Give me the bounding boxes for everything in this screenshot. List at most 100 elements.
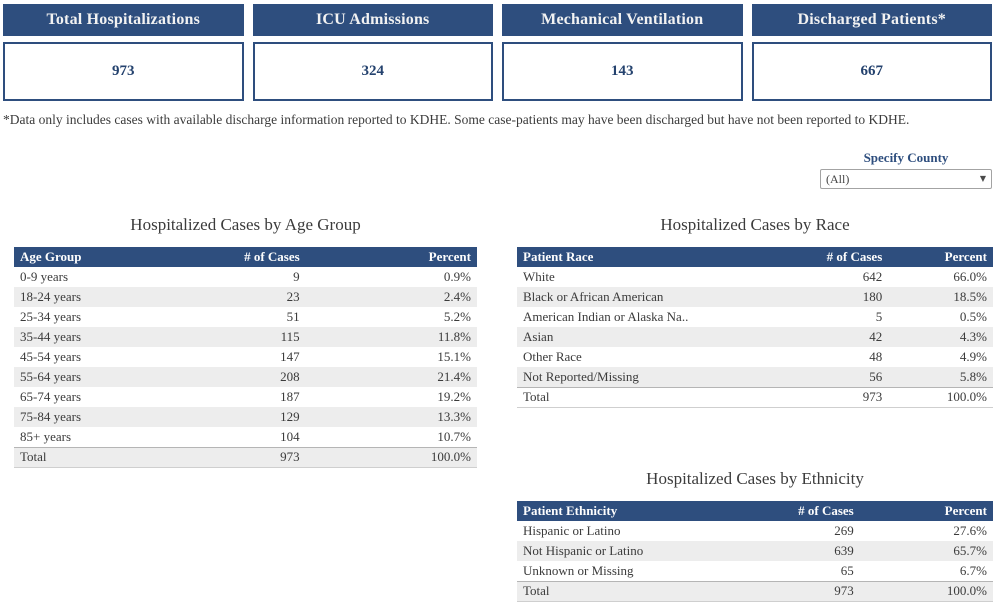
cell-cases: 5 [875,309,883,324]
table-row[interactable]: 35-44 years 115 11.8% [14,327,477,347]
table-row[interactable]: 25-34 years 51 5.2% [14,307,477,327]
cell-category: 18-24 years [14,287,227,307]
table-row[interactable]: 0-9 years 9 0.9% [14,267,477,287]
card-title: Discharged Patients* [751,4,992,36]
table-row[interactable]: Black or African American 180 18.5% [517,287,993,307]
table-row[interactable]: Not Reported/Missing 56 5.8% [517,367,993,387]
table-total-row[interactable]: Total 973 100.0% [517,387,993,407]
card-discharged-patients: Discharged Patients* 667 [751,4,992,101]
county-filter-label: Specify County [863,150,949,165]
cell-percent: 100.0% [859,581,993,601]
card-value: 973 [3,42,244,101]
table-row[interactable]: 85+ years 104 10.7% [14,427,477,447]
table-row[interactable]: 18-24 years 23 2.4% [14,287,477,307]
race-table-title: Hospitalized Cases by Race [660,215,850,234]
discharge-footnote: *Data only includes cases with available… [3,112,910,127]
table-total-row[interactable]: Total 973 100.0% [14,447,477,467]
cell-percent: 5.2% [443,309,471,324]
cell-percent: 15.1% [437,349,471,364]
card-mechanical-ventilation: Mechanical Ventilation 143 [502,4,743,101]
cell-cases: 973 [226,447,306,467]
cell-category: Unknown or Missing [523,562,634,578]
cell-category: 65-74 years [20,389,82,404]
table-row[interactable]: 65-74 years 187 19.2% [14,387,477,407]
age-group-table: Age Group # of Cases Percent 0-9 years 9 0.9… [14,247,477,468]
cell-cases: 9 [293,269,300,284]
column-header-cases: # of Cases [755,247,889,267]
cell-percent: 100.0% [946,389,987,404]
table-row[interactable]: Asian 42 4.3% [517,327,993,347]
cell-percent: 0.5% [959,309,987,324]
card-value: 143 [502,42,743,101]
table-total-row[interactable]: Total 973 100.0% [517,581,993,601]
table-row[interactable]: Not Hispanic or Latino 639 65.7% [517,541,993,561]
cell-percent: 11.8% [305,327,477,347]
cell-category: Black or African American [517,287,755,307]
county-select-wrap: (All) ▼ [820,169,992,189]
column-header-category: Age Group [14,247,227,267]
cell-percent: 6.7% [959,562,987,578]
column-header-percent: Percent [305,247,477,267]
race-table: Patient Race # of Cases Percent White 642 66… [517,247,993,408]
cell-cases: 269 [834,523,854,538]
cell-category: Other Race [523,349,582,364]
cell-category: Not Reported/Missing [517,367,755,387]
column-header-percent: Percent [888,247,993,267]
cell-percent: 2.4% [305,287,477,307]
cell-category: 0-9 years [20,269,69,284]
card-value: 324 [252,42,493,101]
county-filter: Specify County (All) ▼ [820,150,992,189]
cell-cases: 147 [280,349,300,364]
cell-cases: 23 [226,287,306,307]
table-row[interactable]: 75-84 years 129 13.3% [14,407,477,427]
cell-category: Not Hispanic or Latino [517,541,755,561]
summary-cards-row: Total Hospitalizations 973 ICU Admission… [3,4,992,101]
column-header-percent: Percent [859,501,993,521]
cell-category: Asian [517,327,755,347]
ethnicity-table-title: Hospitalized Cases by Ethnicity [646,469,864,488]
card-title: Total Hospitalizations [3,4,244,36]
ethnicity-section: Hospitalized Cases by Ethnicity Patient … [517,468,993,602]
table-header-row: Patient Race # of Cases Percent [517,247,993,267]
cell-percent: 13.3% [305,407,477,427]
card-title: ICU Admissions [252,4,493,36]
cell-cases: 51 [286,309,300,324]
cell-cases: 208 [226,367,306,387]
card-title: Mechanical Ventilation [502,4,743,36]
cell-percent: 65.7% [859,541,993,561]
cell-cases: 180 [755,287,889,307]
cell-percent: 19.2% [437,389,471,404]
table-row[interactable]: 45-54 years 147 15.1% [14,347,477,367]
cell-cases: 48 [869,349,883,364]
table-row[interactable]: White 642 66.0% [517,267,993,287]
cell-category: 45-54 years [20,349,82,364]
race-section: Hospitalized Cases by Race Patient Race #… [517,214,993,408]
table-row[interactable]: American Indian or Alaska Na.. 5 0.5% [517,307,993,327]
table-row[interactable]: Other Race 48 4.9% [517,347,993,367]
cell-category: 85+ years [20,428,72,444]
column-header-category: Patient Ethnicity [517,501,755,521]
cell-category: White [523,269,555,284]
ethnicity-table: Patient Ethnicity # of Cases Percent Hispa… [517,501,993,602]
cell-category: 35-44 years [14,327,227,347]
cell-percent: 100.0% [305,447,477,467]
cell-category: Total [517,581,755,601]
cell-category: 75-84 years [14,407,227,427]
cell-percent: 10.7% [437,428,471,444]
cell-category: Hispanic or Latino [523,523,621,538]
cell-category: Total [14,447,227,467]
table-row[interactable]: 55-64 years 208 21.4% [14,367,477,387]
table-row[interactable]: Hispanic or Latino 269 27.6% [517,521,993,541]
cell-percent: 27.6% [953,523,987,538]
cell-cases: 104 [280,428,300,444]
cell-cases: 129 [226,407,306,427]
cell-cases: 187 [280,389,300,404]
card-total-hospitalizations: Total Hospitalizations 973 [3,4,244,101]
cell-percent: 4.9% [959,349,987,364]
cell-cases: 65 [840,562,854,578]
county-select[interactable]: (All) [820,169,992,189]
cell-cases: 56 [755,367,889,387]
table-row[interactable]: Unknown or Missing 65 6.7% [517,561,993,581]
cell-cases: 42 [755,327,889,347]
